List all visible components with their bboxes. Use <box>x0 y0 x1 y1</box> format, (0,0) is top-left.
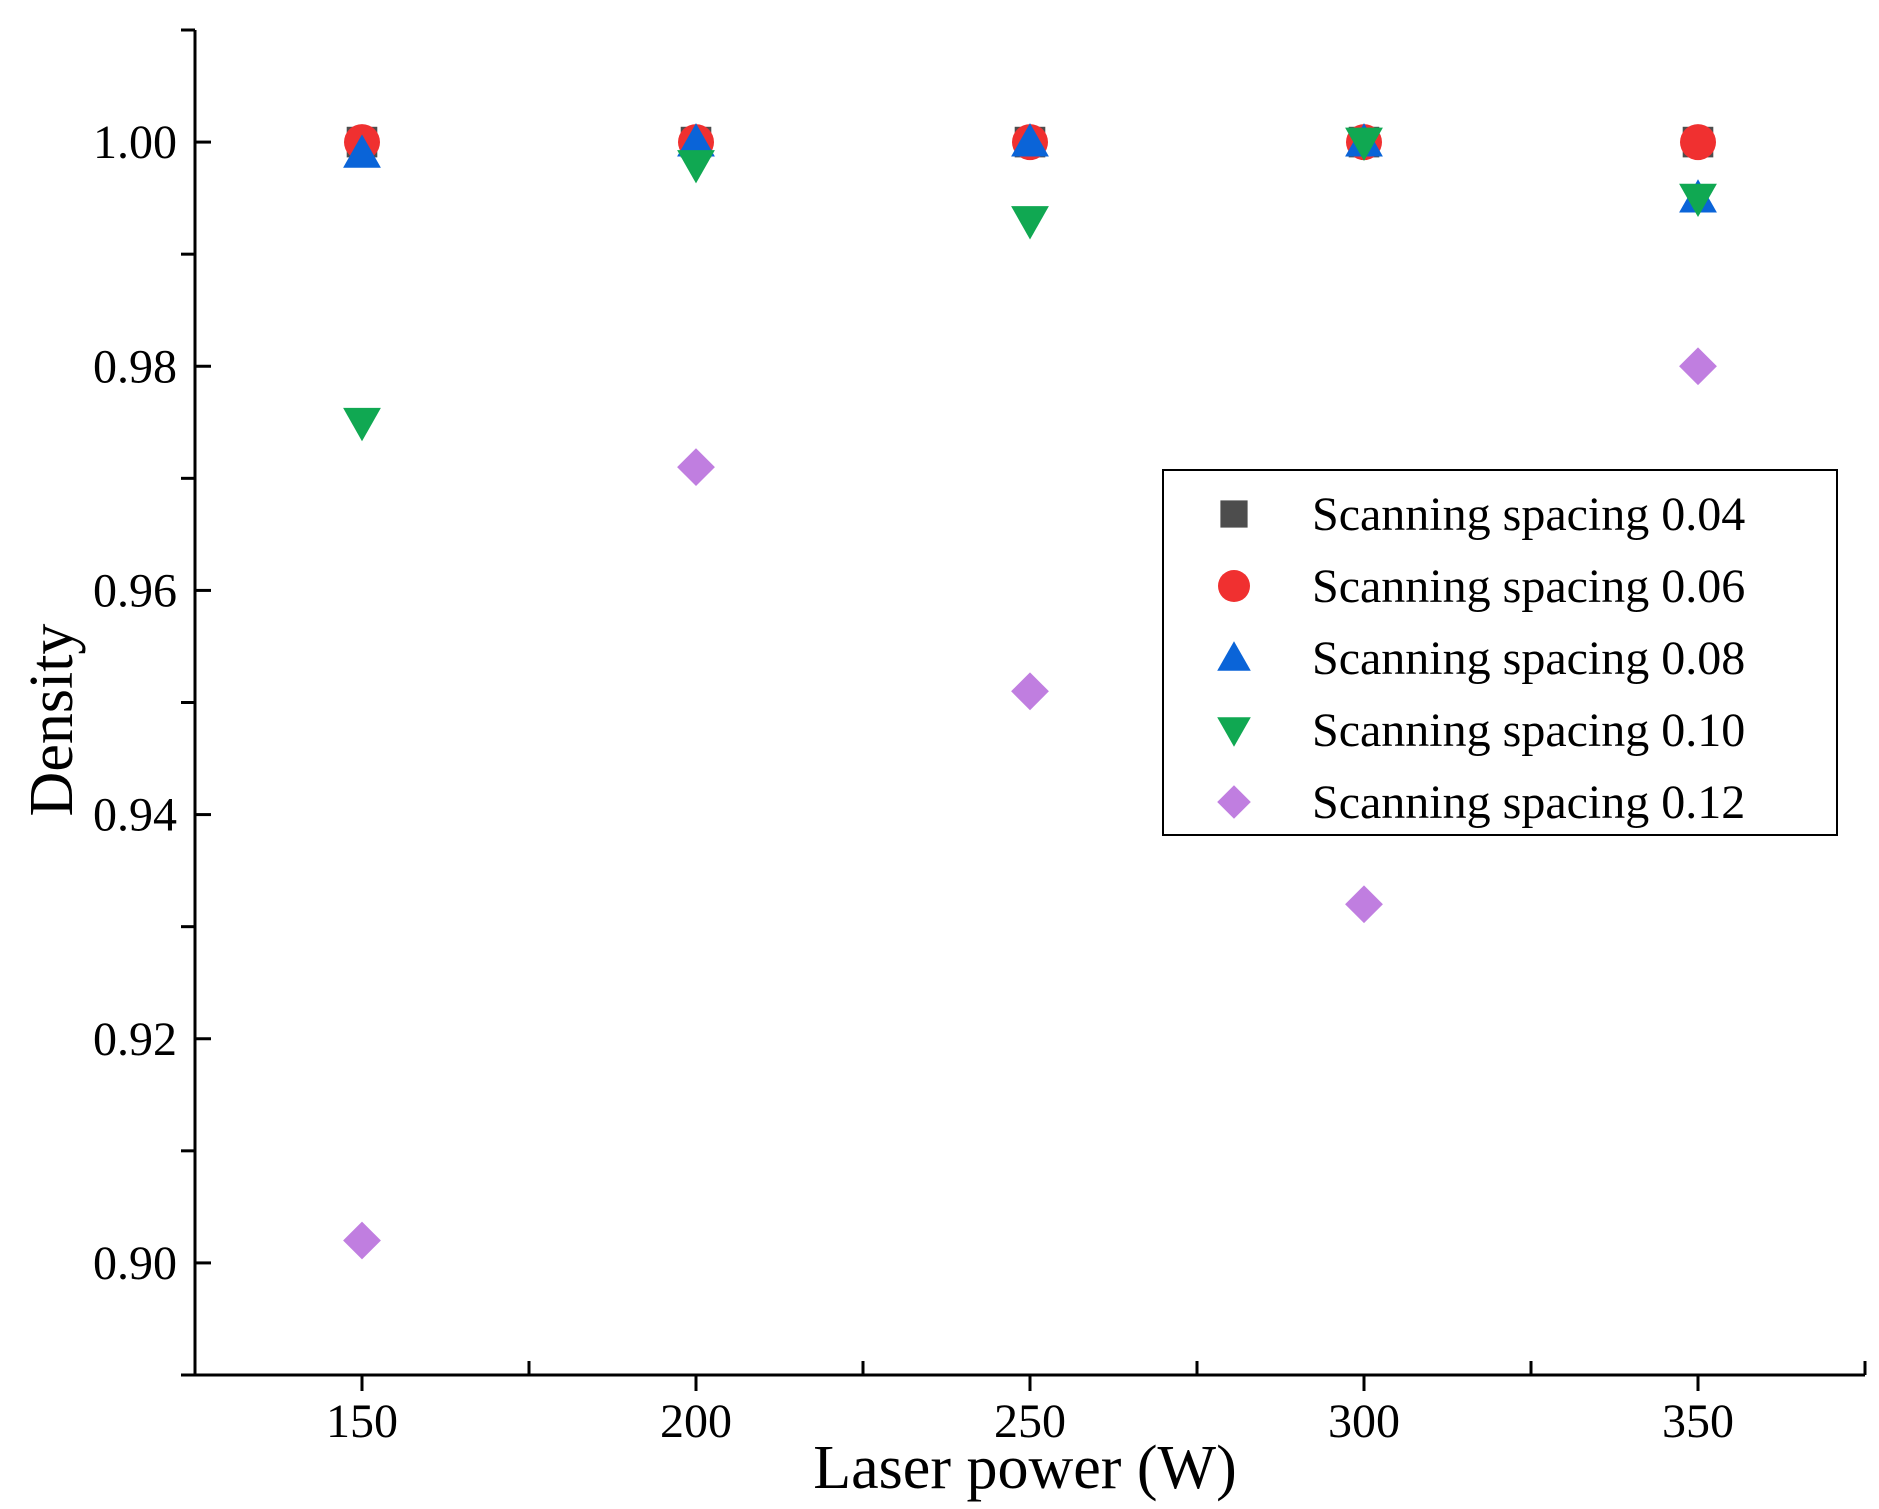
data-point <box>1345 885 1383 924</box>
y-tick-label: 0.94 <box>93 789 177 842</box>
legend-marker <box>1218 570 1250 602</box>
y-ticks: 0.90 0.92 0.94 0.96 0.98 1.00 <box>93 28 211 1377</box>
data-point <box>677 123 715 157</box>
legend-marker <box>1220 500 1248 528</box>
legend-box <box>1162 469 1838 836</box>
data-point <box>1011 672 1049 711</box>
legend-entry: Scanning spacing 0.12 <box>1312 776 1745 829</box>
data-point <box>1679 347 1717 386</box>
data-point <box>1345 127 1383 161</box>
data-point <box>677 150 715 184</box>
data-point <box>343 407 381 442</box>
y-tick-label: 0.92 <box>93 1013 177 1066</box>
y-tick-label: 1.00 <box>93 116 177 169</box>
legend-entry: Scanning spacing 0.10 <box>1312 704 1745 757</box>
data-point <box>343 134 381 168</box>
legend-entry: Scanning spacing 0.06 <box>1312 560 1745 613</box>
legend: Scanning spacing 0.04 Scanning spacing 0.… <box>1162 469 1838 836</box>
x-tick-label: 300 <box>1328 1395 1400 1448</box>
series-4 <box>343 347 1717 1260</box>
x-tick-label: 200 <box>660 1395 732 1448</box>
series-3 <box>343 127 1717 442</box>
legend-marker <box>1217 717 1251 747</box>
data-point <box>677 448 715 487</box>
legend-marker <box>1217 641 1251 671</box>
data-point <box>1011 123 1049 157</box>
x-axis-label: Laser power (W) <box>813 1434 1236 1502</box>
x-ticks: 150 200 250 300 350 <box>193 1361 1867 1448</box>
data-point <box>1011 206 1049 240</box>
legend-marker <box>1217 785 1251 819</box>
legend-entry: Scanning spacing 0.08 <box>1312 632 1745 685</box>
y-tick-label: 0.98 <box>93 340 177 393</box>
x-tick-label: 150 <box>326 1395 398 1448</box>
data-point <box>343 1221 381 1260</box>
data-points <box>343 123 1717 1260</box>
y-tick-label: 0.90 <box>93 1237 177 1290</box>
data-point <box>1679 183 1717 218</box>
x-tick-label: 250 <box>994 1395 1066 1448</box>
legend-entry: Scanning spacing 0.04 <box>1312 488 1745 541</box>
x-tick-label: 350 <box>1662 1395 1734 1448</box>
data-point <box>1680 124 1716 161</box>
y-axis-label: Density <box>18 624 86 817</box>
y-tick-label: 0.96 <box>93 564 177 617</box>
series-2 <box>343 123 1717 213</box>
